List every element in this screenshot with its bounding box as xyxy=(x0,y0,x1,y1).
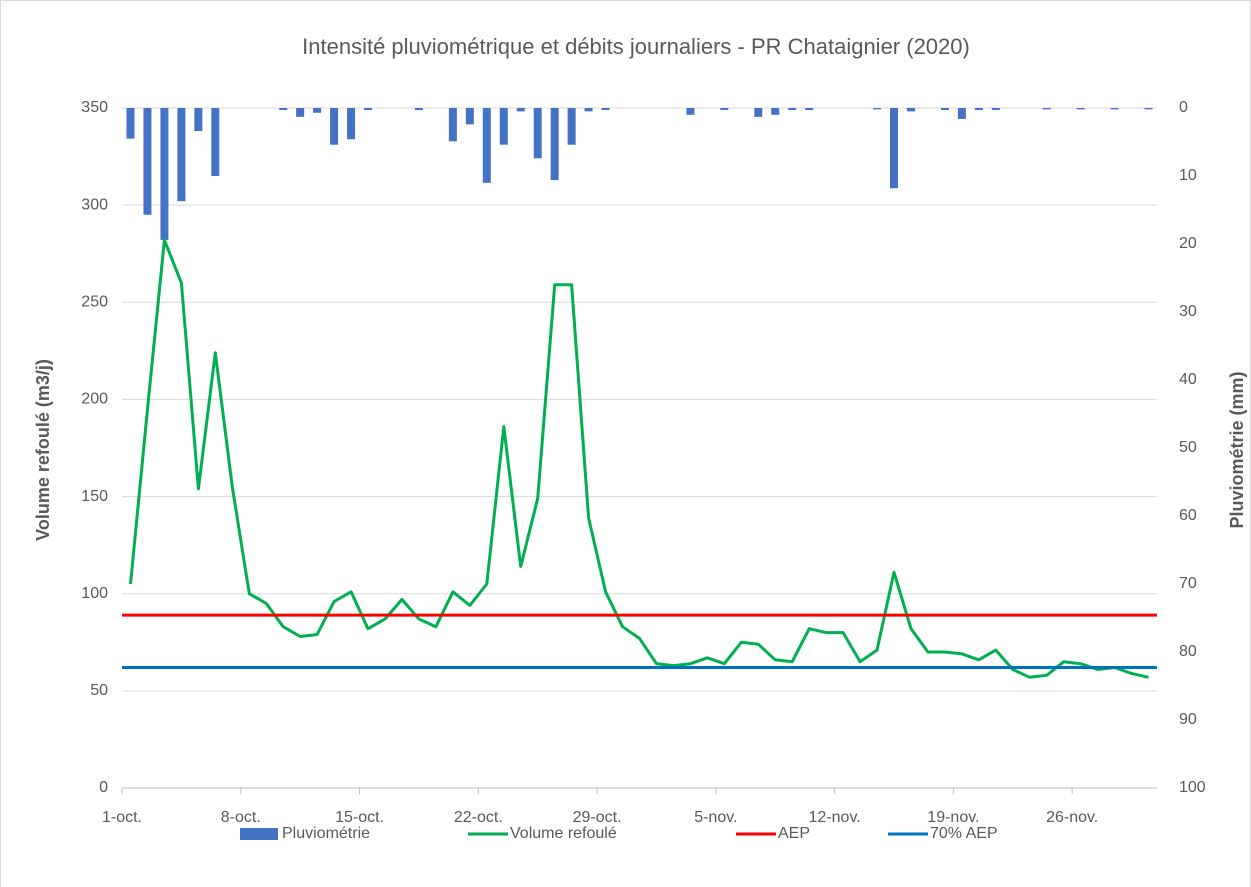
bar xyxy=(194,108,203,132)
bar xyxy=(1144,108,1153,110)
legend-label: Pluviométrie xyxy=(282,825,370,842)
bar xyxy=(991,108,1000,111)
bar xyxy=(533,108,542,159)
bar xyxy=(465,108,474,125)
y2-tick-label: 70 xyxy=(1179,575,1197,592)
bar xyxy=(414,108,423,111)
bar xyxy=(601,108,610,111)
bar xyxy=(754,108,763,117)
legend-label: 70% AEP xyxy=(930,825,998,842)
x-tick-label: 26-nov. xyxy=(1046,809,1098,826)
bar xyxy=(805,108,814,111)
y2-tick-label: 90 xyxy=(1179,711,1197,728)
y2-tick-label: 0 xyxy=(1179,99,1188,116)
x-tick-label: 19-nov. xyxy=(927,809,979,826)
bar xyxy=(330,108,339,145)
y2-tick-label: 30 xyxy=(1179,303,1197,320)
y-tick-label: 250 xyxy=(81,294,108,311)
y2-tick-label: 50 xyxy=(1179,439,1197,456)
bar xyxy=(771,108,780,115)
bar xyxy=(482,108,491,183)
bar xyxy=(788,108,797,111)
legend-label: AEP xyxy=(778,825,810,842)
bar xyxy=(499,108,508,145)
bar xyxy=(686,108,695,115)
y-axis-title: Volume refoulé (m3/j) xyxy=(33,359,53,541)
bar xyxy=(906,108,915,112)
y2-tick-label: 60 xyxy=(1179,507,1197,524)
y-tick-label: 300 xyxy=(81,196,108,213)
bar xyxy=(279,108,288,111)
bar xyxy=(296,108,305,117)
y2-tick-label: 100 xyxy=(1179,779,1206,796)
x-tick-label: 5-nov. xyxy=(694,809,737,826)
bar xyxy=(364,108,373,111)
x-tick-label: 8-oct. xyxy=(221,809,261,826)
legend-swatch xyxy=(240,828,278,840)
x-tick-label: 15-oct. xyxy=(335,809,384,826)
x-tick-label: 12-nov. xyxy=(809,809,861,826)
bar xyxy=(448,108,457,142)
x-tick-label: 29-oct. xyxy=(573,809,622,826)
y-tick-label: 150 xyxy=(81,488,108,505)
y-tick-label: 200 xyxy=(81,391,108,408)
bar xyxy=(177,108,186,202)
bar xyxy=(550,108,559,181)
bar xyxy=(516,108,525,112)
bar xyxy=(890,108,899,189)
y-tick-label: 100 xyxy=(81,585,108,602)
y-tick-label: 350 xyxy=(81,99,108,116)
bar xyxy=(211,108,220,176)
x-tick-label: 22-oct. xyxy=(454,809,503,826)
bar xyxy=(126,108,135,139)
bar xyxy=(974,108,983,111)
bar xyxy=(347,108,356,140)
chart-title: Intensité pluviométrique et débits journ… xyxy=(302,34,970,59)
y2-tick-label: 20 xyxy=(1179,235,1197,252)
bar xyxy=(160,108,169,240)
bar xyxy=(720,108,729,111)
x-tick-label: 1-oct. xyxy=(102,809,142,826)
y2-tick-label: 10 xyxy=(1179,167,1197,184)
bar xyxy=(873,108,882,110)
bar xyxy=(1076,108,1085,110)
legend-label: Volume refoulé xyxy=(510,825,617,842)
y-tick-label: 0 xyxy=(99,779,108,796)
bar xyxy=(313,108,322,113)
bar xyxy=(957,108,966,119)
y2-axis-title: Pluviométrie (mm) xyxy=(1227,371,1247,528)
y2-tick-label: 80 xyxy=(1179,643,1197,660)
y-tick-label: 50 xyxy=(90,682,108,699)
bar xyxy=(940,108,949,111)
y2-tick-label: 40 xyxy=(1179,371,1197,388)
bar xyxy=(1042,108,1051,110)
bar xyxy=(1110,108,1119,110)
bar xyxy=(567,108,576,145)
bar xyxy=(143,108,152,215)
bar xyxy=(584,108,593,112)
line-series xyxy=(129,238,1149,679)
